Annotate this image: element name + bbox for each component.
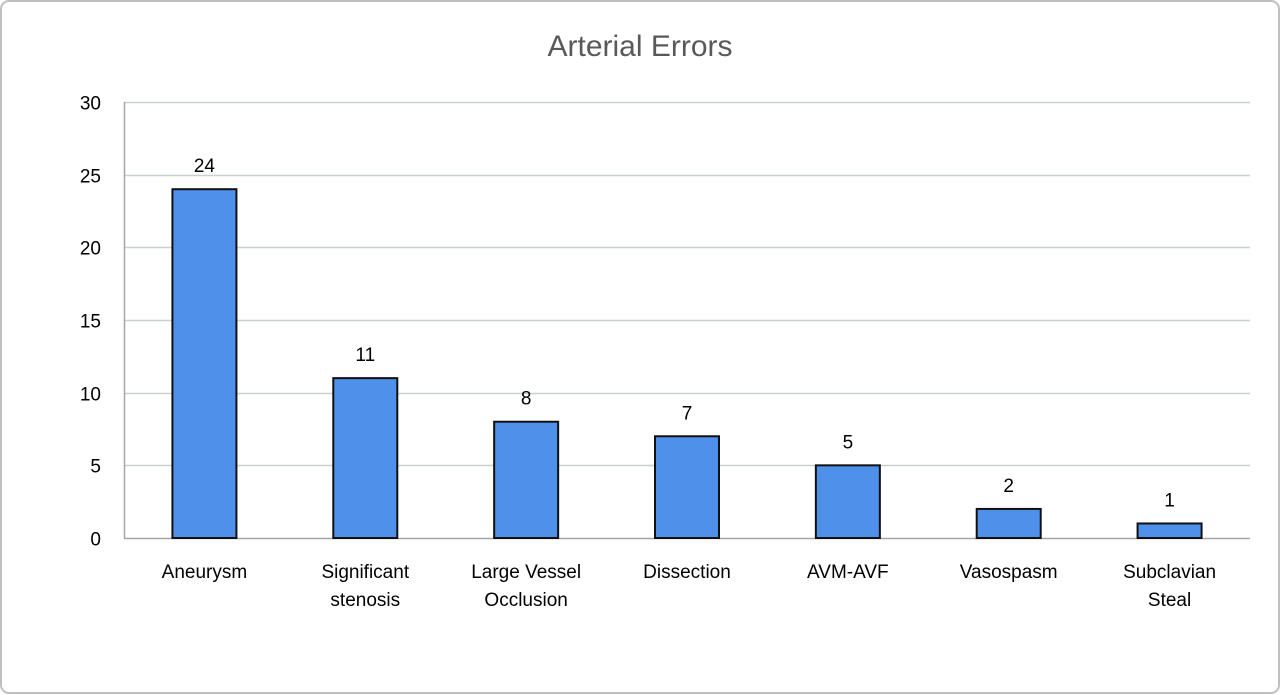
category-label: Vasospasm [960,562,1058,583]
bar [493,420,560,540]
data-label: 1 [1164,490,1175,511]
category-label: Dissection [643,562,731,583]
category-label-line: Steal [1148,590,1191,611]
category-label-line: Aneurysm [162,562,248,583]
bar [814,464,881,540]
category-label-line: stenosis [330,590,400,611]
category-label-line: Occlusion [484,590,567,611]
category-label: AVM-AVF [807,562,889,583]
data-label: 5 [843,432,854,453]
data-label: 7 [682,403,693,424]
category-label-line: Dissection [643,562,731,583]
data-label: 24 [194,156,216,177]
y-tick-label: 5 [90,457,101,478]
y-tick-label: 20 [80,239,101,260]
bar [171,188,238,539]
chart-title: Arterial Errors [547,30,732,63]
bar-series [171,188,1203,540]
y-tick-label: 0 [90,530,101,551]
y-tick-label: 10 [80,385,101,406]
grid-lines [124,101,1250,467]
category-label: Aneurysm [162,562,248,583]
data-labels: 24 11 8 7 5 2 1 [194,156,1175,511]
bar [1136,522,1203,540]
category-label-line: Large Vessel [471,562,581,583]
category-label: Large Vessel Occlusion [471,562,581,611]
y-tick-label: 25 [80,167,101,188]
data-label: 8 [521,389,532,410]
category-label-line: Vasospasm [960,562,1058,583]
category-label-line: AVM-AVF [807,562,889,583]
data-label: 11 [355,345,375,366]
category-label-line: Significant [321,562,409,583]
category-labels: Aneurysm Significant stenosis Large Vessel O… [162,562,1216,611]
category-label: Subclavian Steal [1123,562,1216,611]
data-label: 2 [1003,476,1014,497]
bar [332,377,399,539]
bar [975,507,1042,539]
y-tick-label: 30 [80,94,101,115]
category-label: Significant stenosis [321,562,409,611]
bar [654,435,720,539]
category-label-line: Subclavian [1123,562,1216,583]
y-tick-label: 15 [80,312,101,333]
